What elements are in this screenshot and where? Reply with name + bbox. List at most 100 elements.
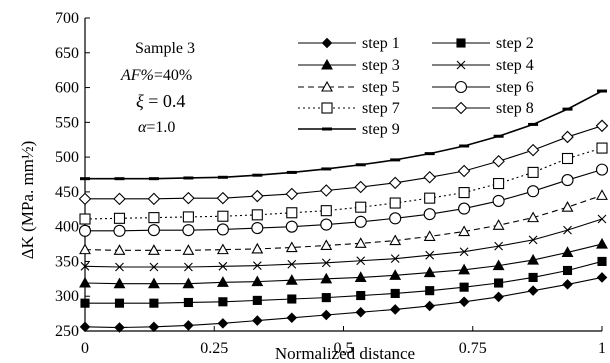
data-point <box>528 235 538 245</box>
series-line <box>85 90 603 180</box>
data-point <box>389 197 401 209</box>
data-point <box>149 262 159 272</box>
x-tick-label: 0 <box>81 340 89 357</box>
x-axis-label: Normalized distance <box>275 344 415 363</box>
data-point <box>286 207 298 219</box>
data-point <box>286 312 298 324</box>
data-point <box>320 272 333 284</box>
legend-item: step 4 <box>432 57 534 74</box>
data-point <box>321 293 331 303</box>
y-axis-label: ΔK (MPa. mm½) <box>18 141 37 260</box>
data-point <box>561 152 574 165</box>
legend-label: step 3 <box>362 57 400 74</box>
series-line <box>84 276 603 329</box>
data-point <box>423 171 436 184</box>
annotation-sample: Sample 3 <box>135 40 195 57</box>
data-point <box>355 201 367 213</box>
series-step-9 <box>80 89 607 181</box>
data-point <box>320 239 333 250</box>
legend-marker <box>454 80 468 94</box>
data-point <box>389 212 402 225</box>
data-point <box>321 258 331 268</box>
data-point <box>389 269 402 280</box>
data-point <box>285 220 298 233</box>
data-point <box>183 320 194 331</box>
data-point <box>321 309 332 321</box>
data-point <box>251 209 263 221</box>
series-step-4 <box>80 214 607 272</box>
legend: step 1 step 2 step 3 step 4 step 5 step 6 step… <box>298 35 534 138</box>
data-point <box>114 322 125 333</box>
y-tick-label: 650 <box>55 45 79 62</box>
data-point <box>320 205 332 217</box>
data-point <box>596 142 608 154</box>
data-point <box>458 263 471 275</box>
legend-marker <box>456 38 466 48</box>
legend-marker <box>321 102 333 114</box>
data-point <box>597 214 607 224</box>
data-point <box>492 259 505 271</box>
data-point <box>458 202 471 215</box>
data-point <box>113 277 126 289</box>
series-line <box>84 243 603 285</box>
y-tick-label: 600 <box>55 80 79 97</box>
series-step-1 <box>79 272 608 333</box>
y-axis: 250 300 350 400 450 500 550 600 650 700 <box>55 10 90 340</box>
data-point <box>424 192 436 204</box>
data-point <box>457 164 471 178</box>
series-line <box>85 260 603 304</box>
data-point <box>183 297 193 308</box>
legend-marker <box>456 60 466 70</box>
data-point <box>527 166 539 178</box>
data-point <box>561 201 574 212</box>
data-point <box>493 291 504 303</box>
y-tick-label: 550 <box>55 114 79 131</box>
data-point <box>423 208 436 221</box>
data-point <box>459 282 469 292</box>
legend-item: step 7 <box>298 100 400 117</box>
annotation-xi: ξ = 0.4 <box>136 91 185 111</box>
data-point <box>252 295 262 305</box>
data-point <box>285 187 299 201</box>
data-point <box>562 265 573 276</box>
data-point <box>528 272 538 282</box>
data-point <box>218 261 228 271</box>
legend-label: step 4 <box>496 57 534 74</box>
data-point <box>216 191 230 205</box>
legend-label: step 6 <box>496 79 534 96</box>
data-point <box>285 241 298 253</box>
series-line <box>84 147 603 220</box>
data-point <box>596 237 608 249</box>
data-point <box>492 155 505 168</box>
legend-label: step 9 <box>362 121 400 138</box>
data-point <box>147 224 160 237</box>
data-point <box>596 189 608 200</box>
data-point <box>113 212 126 224</box>
data-point <box>596 272 608 283</box>
data-point <box>527 185 540 198</box>
data-point <box>147 244 160 255</box>
data-point <box>113 224 126 237</box>
data-point <box>595 119 609 133</box>
data-point <box>494 241 503 251</box>
legend-label: step 7 <box>362 100 400 117</box>
data-point <box>355 306 366 318</box>
data-point <box>218 297 228 307</box>
data-point <box>182 191 195 205</box>
data-point <box>356 256 366 266</box>
data-point <box>492 219 505 230</box>
series-step-8 <box>78 119 609 206</box>
data-point <box>527 211 540 223</box>
y-tick-label: 250 <box>55 323 79 340</box>
data-point <box>148 321 160 333</box>
data-point <box>149 298 159 308</box>
data-point <box>79 213 91 225</box>
series-step-3 <box>79 237 608 289</box>
data-point <box>182 244 195 255</box>
legend-label: step 1 <box>362 35 400 52</box>
legend-label: step 8 <box>496 100 534 117</box>
data-point <box>287 259 297 269</box>
series-step-6 <box>78 163 609 237</box>
legend-label: step 2 <box>496 35 534 52</box>
data-point <box>388 176 402 190</box>
